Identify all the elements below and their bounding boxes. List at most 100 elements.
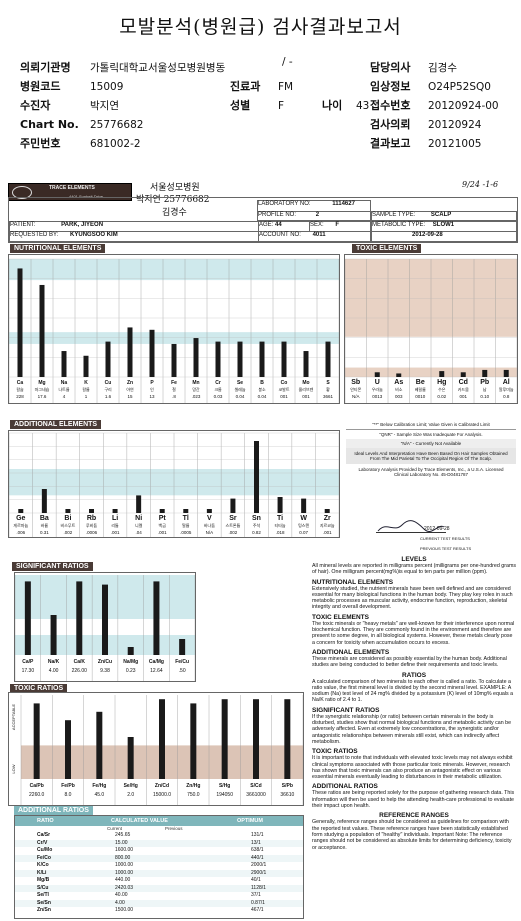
element-label-rb: 루비듐: [86, 522, 97, 528]
element-value-tl: .0005: [180, 530, 192, 535]
element-symbol-w: W: [300, 515, 307, 522]
bar-cr: [215, 341, 221, 377]
element-label-ti: 티타늄: [275, 522, 286, 528]
bar-cu: [105, 341, 111, 377]
additional-chart: Ge 게르마늄 .006 Ba 바륨 0.31 Bi 비스무트 .002 Rb 루비듐 .0006 Li…: [8, 430, 340, 538]
element-symbol-ti: Ti: [277, 515, 283, 522]
bar-mg: [39, 284, 45, 377]
element-label-b: 붕소: [258, 386, 266, 392]
ratio-row: Fe/Co 800.00 440/1: [15, 854, 303, 862]
signature-date: 2012-09-28: [424, 526, 450, 532]
note-text: These minerals are considered as possibl…: [312, 655, 507, 669]
previous-results-label: PREVIOUS TEST RESULTS: [420, 546, 472, 551]
bar-mo: [303, 351, 309, 377]
ratio-row: Mg/B 440.00 40/1: [15, 877, 303, 885]
element-value-be: 0010: [415, 394, 426, 399]
element-symbol-ni: Ni: [135, 515, 142, 522]
add-ratios-header: ADDITIONAL RATIOS: [14, 806, 93, 815]
ratio-name: S/Cu: [37, 884, 49, 891]
ratio-value-ca-mg: 12.64: [150, 668, 163, 674]
element-label-se: 셀레늄: [234, 386, 245, 392]
element-value-pt: .001: [158, 530, 167, 535]
tox-ratios-header: TOXIC RATIOS: [10, 684, 68, 693]
bar-tl: [183, 509, 189, 513]
info-row-institution: 의뢰기관명 가톨릭대학교서울성모병원병동: [20, 61, 226, 74]
ratio-bar-ca-p: [24, 581, 31, 655]
bar-co: [281, 341, 287, 377]
ratio-name: Se/Sn: [37, 899, 51, 906]
profile-number: PROFILE NO: 2: [257, 211, 371, 221]
element-label-mg: 마그네슘: [35, 386, 50, 392]
bar-zn: [127, 327, 133, 377]
element-label-sr: 스트론튬: [226, 522, 241, 528]
element-label-w: 텅스텐: [298, 522, 309, 528]
additional-header: ADDITIONAL ELEMENTS: [10, 420, 102, 429]
bar-cd: [460, 372, 466, 377]
element-symbol-be: Be: [416, 379, 425, 386]
ratio-label-zn-hg: Zn/Hg: [186, 783, 200, 789]
handwritten-corner: 9/24 -1-6: [462, 180, 499, 189]
note-heading: NUTRITIONAL ELEMENTS: [312, 578, 394, 586]
ratio-bar-s-hg: [221, 699, 228, 779]
ratio-value-zn-hg: 750.0: [187, 792, 200, 798]
bar-sn: [254, 441, 259, 513]
ratio-label-ca-pb: Ca/Pb: [30, 783, 44, 789]
ratio-label-fe-cu: Fe/Cu: [175, 659, 189, 665]
ratio-label-zn-cu: Zn/Cu: [98, 659, 112, 665]
element-label-s: 황: [326, 386, 330, 392]
band-0: [9, 259, 339, 281]
bar-al: [503, 369, 509, 377]
element-label-fe: 철: [172, 386, 176, 392]
info-row-chart: Chart No. 25776682: [20, 118, 144, 131]
ratio-optimum: 40/1: [251, 877, 261, 883]
notes-panel: LEVELS All mineral levels are reported in…: [312, 556, 516, 918]
ratio-name: Zn/Sn: [37, 907, 51, 913]
element-symbol-cu: Cu: [105, 380, 112, 386]
element-value-se: 0.04: [236, 394, 245, 399]
element-value-ba: 0.31: [40, 530, 49, 535]
info-row-request: 검사의뢰 20120924: [370, 118, 482, 131]
ratio-value-se-hg: 2.0: [127, 792, 134, 798]
legend-box: "**" Below Calibration Limit; Value Give…: [346, 420, 516, 520]
logo-address: 4401 Sunbelt Drive: [69, 194, 104, 199]
signature-scribble: [376, 518, 446, 533]
ratio-optimum: 0.87/1: [251, 899, 265, 906]
nutritional-header: NUTRITIONAL ELEMENTS: [10, 244, 106, 253]
ratio-optimum: 2900/1: [251, 869, 267, 876]
ratio-bar-s-pb: [284, 699, 291, 779]
sig-ratios-chart: Ca/P 17.30 Na/K 4.00 Ca/K 226.00 Zn/Cu 9.38 Na/M…: [14, 572, 196, 682]
band-2: [9, 332, 339, 344]
legend-qnr: "QNR" - Sample Size Was Inadequate For A…: [346, 429, 516, 439]
element-symbol-mg: Mg: [38, 380, 45, 386]
ratio-value-fe-pb: 8.0: [65, 792, 72, 798]
element-symbol-fe: Fe: [171, 380, 177, 386]
ratio-row: Zn/Sn 1500.00 467/1: [15, 907, 303, 915]
element-value-co: 001: [280, 394, 288, 399]
element-symbol-se: Se: [237, 380, 243, 386]
ratio-row: K/Co 1000.00 2000/1: [15, 862, 303, 870]
bar-hg: [439, 371, 445, 377]
element-value-v: N/A: [206, 530, 214, 535]
info-row-patient: 수진자 박지연: [20, 99, 119, 112]
note-heading: ADDITIONAL ELEMENTS: [312, 648, 390, 656]
note-text: If the synergistic relationship (or rati…: [312, 713, 512, 745]
element-label-cu: 구리: [104, 386, 112, 392]
ratio-label-ca-p: Ca/P: [22, 659, 34, 665]
element-label-u: 우라늄: [372, 386, 383, 392]
ratio-calc: 1000.00: [115, 862, 134, 868]
ratio-label-ca-k: Ca/K: [74, 659, 86, 665]
element-value-u: 0013: [372, 394, 383, 399]
element-value-mo: 001: [302, 394, 310, 399]
info-department: 진료과 FM: [230, 80, 294, 93]
ratio-bar-fe-cu: [179, 639, 186, 655]
element-label-tl: 탈륨: [182, 522, 190, 528]
element-label-li: 리튬: [111, 522, 119, 528]
element-label-bi: 비스무트: [61, 522, 76, 528]
account-number: ACCOUNT NO: 4011: [258, 231, 371, 242]
element-value-b: 0.04: [258, 394, 267, 399]
element-symbol-sn: Sn: [252, 515, 261, 522]
element-value-zn: 15: [127, 394, 133, 399]
element-value-cr: 0.03: [214, 394, 223, 399]
info-slash: / -: [282, 56, 293, 68]
